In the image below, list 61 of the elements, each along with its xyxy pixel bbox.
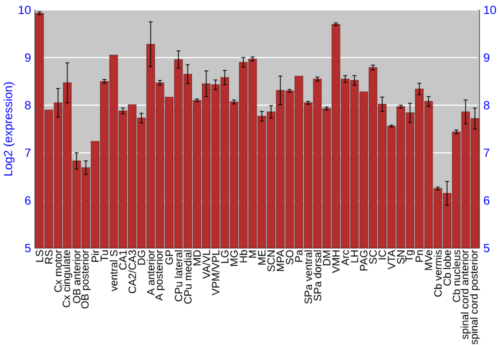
x-tick-label: Cb vermis [434,250,442,296]
x-tick-label: Cx cingulate [62,250,72,308]
y2-tick-label: 5 [484,244,490,252]
x-tick-label: A posterior [155,250,165,300]
x-tick-label: MVe [424,250,432,270]
x-tick-label: MG [230,250,238,266]
x-tick-label: OB posterior [80,250,91,308]
x-tick-label: spinal cord posterior [470,250,480,344]
x-tick-label: LS [36,250,44,262]
x-tick-label: MPA [276,250,284,271]
x-tick-label: SPa dorsal [314,250,322,301]
x-tick-label: Pa [295,250,303,262]
y-tick-label: 8 [25,100,31,110]
x-tick-label: VPM/VPL [212,250,220,296]
y-tick-label: 5 [24,244,31,252]
x-tick-label: LH [350,250,358,262]
x-tick-label: CA1 [119,250,127,270]
x-tick-label: SPa ventral [304,250,312,304]
x-tick-label: CPu medial [184,250,192,304]
y2-tick-label: 9 [484,53,490,62]
x-tick-label: VTA [388,250,396,270]
y2-tick-label: 6 [484,196,490,205]
x-tick-label: Arc [342,250,349,266]
x-tick-label: Hb [239,250,248,262]
y-tick-label: 9 [25,53,31,62]
x-tick-label: PAG [360,250,368,270]
x-tick-label: spinal cord anterior [460,250,471,339]
y-tick-label: 10 [18,6,31,14]
x-tick-label: DG [138,250,146,264]
x-tick-label: IC [378,250,386,260]
y-axis-title: Log2 (expression) [4,82,15,176]
x-tick-label: GP [165,250,173,264]
x-tick-label: ventral S [110,250,118,292]
x-tick-label: CPu lateral [174,250,182,302]
y2-tick-label: 7 [484,148,490,157]
x-tick-label: ME [258,250,266,264]
x-tick-label: SC [369,250,377,264]
y2-tick-label: 8 [484,100,490,110]
y2-tick-label: 10 [484,6,496,14]
y-tick-label: 6 [25,196,31,205]
x-tick-label: Pn [416,250,423,262]
x-tick-label: MD [193,250,201,266]
x-tick-label: SCN [267,250,275,272]
x-tick-label: Tu [100,250,108,262]
x-tick-label: RS [45,250,53,264]
x-tick-label: SO [286,250,294,264]
x-tick-label: CA2/CA3 [128,250,136,293]
x-tick-label: VMH [332,250,340,273]
x-tick-label: Cx motor [54,250,62,292]
x-tick-label: OB anterior [72,250,80,303]
x-tick-label: DM [323,250,330,266]
x-tick-label: Pir [91,250,99,262]
y-tick-label: 7 [25,148,30,157]
x-tick-label: SN [397,250,405,264]
x-tick-label: VA/VL [202,250,210,279]
x-tick-label: M [248,250,256,258]
x-tick-label: LG [221,250,229,263]
x-tick-label: A anterior [146,250,155,296]
x-tick-label: Cb nucleus [452,250,460,302]
x-tick-label: Cb lobe [443,250,451,286]
x-tick-label: Tg [405,250,415,262]
